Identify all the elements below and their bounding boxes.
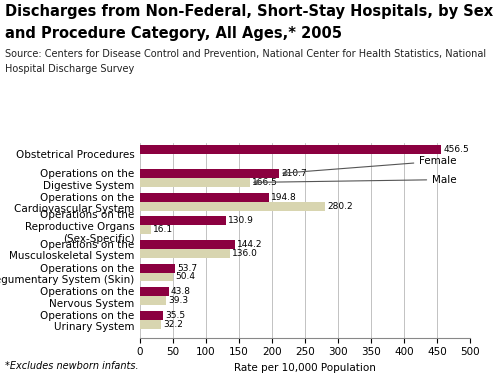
Bar	[140, 178, 250, 187]
Text: *Excludes newborn infants.: *Excludes newborn infants.	[5, 361, 138, 371]
Bar	[140, 249, 230, 258]
Text: 130.9: 130.9	[228, 216, 254, 225]
Text: Female: Female	[283, 156, 457, 175]
Text: Hospital Discharge Survey: Hospital Discharge Survey	[5, 64, 134, 74]
Bar	[140, 320, 162, 329]
Text: 35.5: 35.5	[166, 311, 186, 320]
Bar	[140, 169, 279, 178]
Text: 194.8: 194.8	[270, 193, 296, 202]
Text: 16.1: 16.1	[152, 225, 172, 234]
Text: 166.5: 166.5	[252, 178, 278, 187]
Text: and Procedure Category, All Ages,* 2005: and Procedure Category, All Ages,* 2005	[5, 26, 342, 41]
Text: 39.3: 39.3	[168, 296, 188, 305]
Text: 456.5: 456.5	[444, 146, 469, 154]
Bar	[140, 202, 325, 211]
Text: Source: Centers for Disease Control and Prevention, National Center for Health S: Source: Centers for Disease Control and …	[5, 49, 486, 59]
Bar	[140, 287, 169, 296]
X-axis label: Rate per 10,000 Population: Rate per 10,000 Population	[234, 363, 376, 373]
Text: 32.2: 32.2	[163, 320, 183, 329]
Bar	[140, 216, 226, 225]
Bar	[140, 193, 268, 202]
Text: 53.7: 53.7	[178, 264, 198, 273]
Bar	[140, 225, 150, 234]
Text: Male: Male	[254, 175, 457, 184]
Bar	[140, 240, 235, 249]
Text: 43.8: 43.8	[171, 287, 191, 296]
Text: 210.7: 210.7	[281, 169, 307, 178]
Text: 280.2: 280.2	[327, 202, 352, 211]
Bar	[140, 146, 442, 154]
Bar	[140, 273, 173, 282]
Text: 136.0: 136.0	[232, 249, 258, 258]
Bar	[140, 264, 175, 273]
Bar	[140, 311, 164, 320]
Bar	[140, 296, 166, 305]
Text: Discharges from Non-Federal, Short-Stay Hospitals, by Sex: Discharges from Non-Federal, Short-Stay …	[5, 4, 493, 19]
Text: 50.4: 50.4	[175, 273, 195, 282]
Text: 144.2: 144.2	[237, 240, 262, 249]
